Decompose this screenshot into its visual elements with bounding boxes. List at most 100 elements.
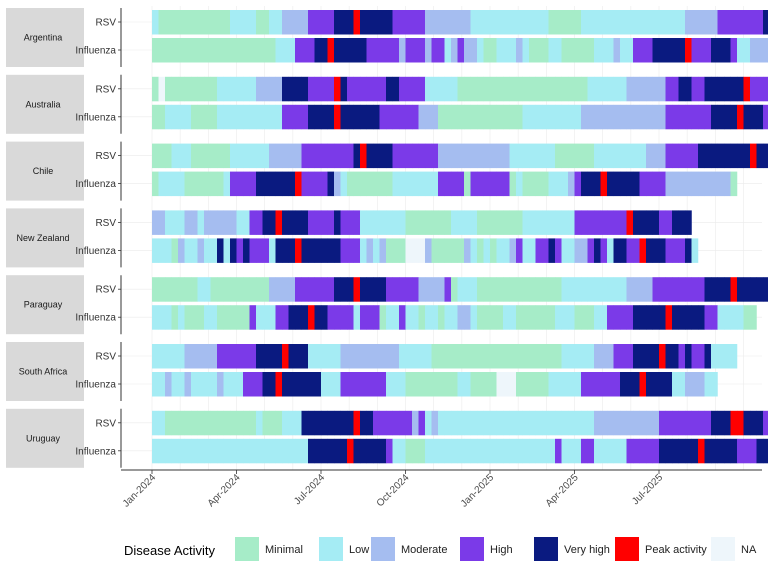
plot-area: Argentina RSV Influenza Australia RSV Influen… bbox=[6, 6, 768, 510]
activity-cell bbox=[334, 305, 341, 330]
activity-cell bbox=[555, 38, 562, 63]
activity-cell bbox=[587, 277, 595, 302]
activity-cell bbox=[314, 410, 322, 436]
activity-cell bbox=[269, 410, 276, 436]
activity-cell bbox=[672, 372, 679, 397]
activity-cell bbox=[171, 171, 179, 197]
activity-cell bbox=[236, 372, 244, 397]
activity-cell bbox=[711, 344, 718, 369]
activity-cell bbox=[425, 238, 432, 263]
activity-cell bbox=[490, 210, 497, 235]
activity-cell bbox=[444, 38, 452, 63]
activity-cell bbox=[386, 277, 393, 302]
activity-cell bbox=[561, 410, 569, 436]
activity-cell bbox=[522, 76, 530, 102]
activity-cell bbox=[288, 76, 296, 102]
activity-cell bbox=[412, 76, 419, 102]
activity-cell bbox=[581, 10, 588, 35]
activity-cell bbox=[152, 10, 159, 35]
activity-cell bbox=[353, 10, 361, 35]
activity-cell bbox=[308, 38, 315, 63]
activity-cell bbox=[464, 438, 471, 464]
activity-cell bbox=[717, 76, 725, 102]
activity-cell bbox=[418, 305, 426, 330]
activity-cell bbox=[711, 38, 718, 63]
activity-cell bbox=[184, 344, 192, 369]
activity-cell bbox=[626, 210, 634, 235]
activity-cell bbox=[555, 238, 562, 263]
activity-cell bbox=[165, 372, 172, 397]
activity-cell bbox=[334, 238, 341, 263]
activity-cell bbox=[444, 344, 452, 369]
activity-cell bbox=[665, 410, 673, 436]
activity-cell bbox=[308, 143, 315, 169]
facet-strip bbox=[6, 8, 84, 67]
activity-cell bbox=[373, 210, 380, 235]
activity-cell bbox=[607, 410, 614, 436]
activity-cell bbox=[152, 372, 159, 397]
activity-cell bbox=[607, 238, 614, 263]
activity-cell bbox=[756, 76, 764, 102]
activity-cell bbox=[594, 305, 601, 330]
activity-cell bbox=[204, 171, 211, 197]
activity-cell bbox=[191, 76, 198, 102]
activity-cell bbox=[659, 344, 666, 369]
activity-cell bbox=[444, 143, 452, 169]
activity-cell bbox=[561, 143, 569, 169]
facet-label: South Africa bbox=[19, 367, 68, 377]
activity-cell bbox=[633, 438, 640, 464]
activity-cell bbox=[626, 438, 634, 464]
activity-cell bbox=[620, 76, 627, 102]
activity-cell bbox=[431, 210, 439, 235]
activity-cell bbox=[184, 76, 192, 102]
activity-cell bbox=[366, 76, 374, 102]
activity-cell bbox=[431, 38, 439, 63]
activity-cell bbox=[633, 76, 640, 102]
facet-label: Argentina bbox=[24, 33, 63, 43]
legend-label: High bbox=[490, 544, 513, 556]
activity-cell bbox=[171, 10, 179, 35]
facet-label: Uruguay bbox=[26, 433, 61, 443]
activity-cell bbox=[698, 38, 705, 63]
activity-cell bbox=[269, 277, 276, 302]
activity-cell bbox=[353, 171, 361, 197]
activity-cell bbox=[509, 305, 517, 330]
activity-cell bbox=[178, 171, 185, 197]
activity-cell bbox=[451, 143, 458, 169]
activity-cell bbox=[522, 10, 530, 35]
activity-cell bbox=[717, 277, 725, 302]
activity-cell bbox=[678, 372, 686, 397]
activity-cell bbox=[522, 305, 530, 330]
activity-cell bbox=[223, 10, 231, 35]
activity-cell bbox=[496, 305, 504, 330]
activity-cell bbox=[743, 76, 751, 102]
activity-cell bbox=[379, 277, 387, 302]
activity-cell bbox=[379, 171, 387, 197]
activity-cell bbox=[730, 305, 738, 330]
activity-cell bbox=[730, 410, 738, 436]
activity-cell bbox=[262, 10, 270, 35]
activity-cell bbox=[230, 38, 237, 63]
activity-cell bbox=[425, 76, 432, 102]
activity-cell bbox=[301, 238, 309, 263]
activity-cell bbox=[730, 10, 738, 35]
activity-cell bbox=[691, 76, 699, 102]
activity-cell bbox=[503, 238, 510, 263]
activity-cell bbox=[516, 344, 523, 369]
activity-cell bbox=[340, 38, 348, 63]
activity-cell bbox=[685, 438, 692, 464]
activity-cell bbox=[613, 171, 621, 197]
activity-cell bbox=[483, 305, 491, 330]
activity-cell bbox=[288, 410, 296, 436]
activity-cell bbox=[366, 305, 374, 330]
activity-cell bbox=[529, 10, 536, 35]
row-label: RSV bbox=[95, 285, 116, 296]
activity-cell bbox=[256, 210, 263, 235]
activity-cell bbox=[724, 410, 731, 436]
activity-cell bbox=[490, 372, 497, 397]
activity-cell bbox=[613, 210, 621, 235]
activity-cell bbox=[717, 438, 725, 464]
activity-cell bbox=[685, 171, 692, 197]
activity-cell bbox=[243, 10, 250, 35]
activity-cell bbox=[652, 305, 660, 330]
